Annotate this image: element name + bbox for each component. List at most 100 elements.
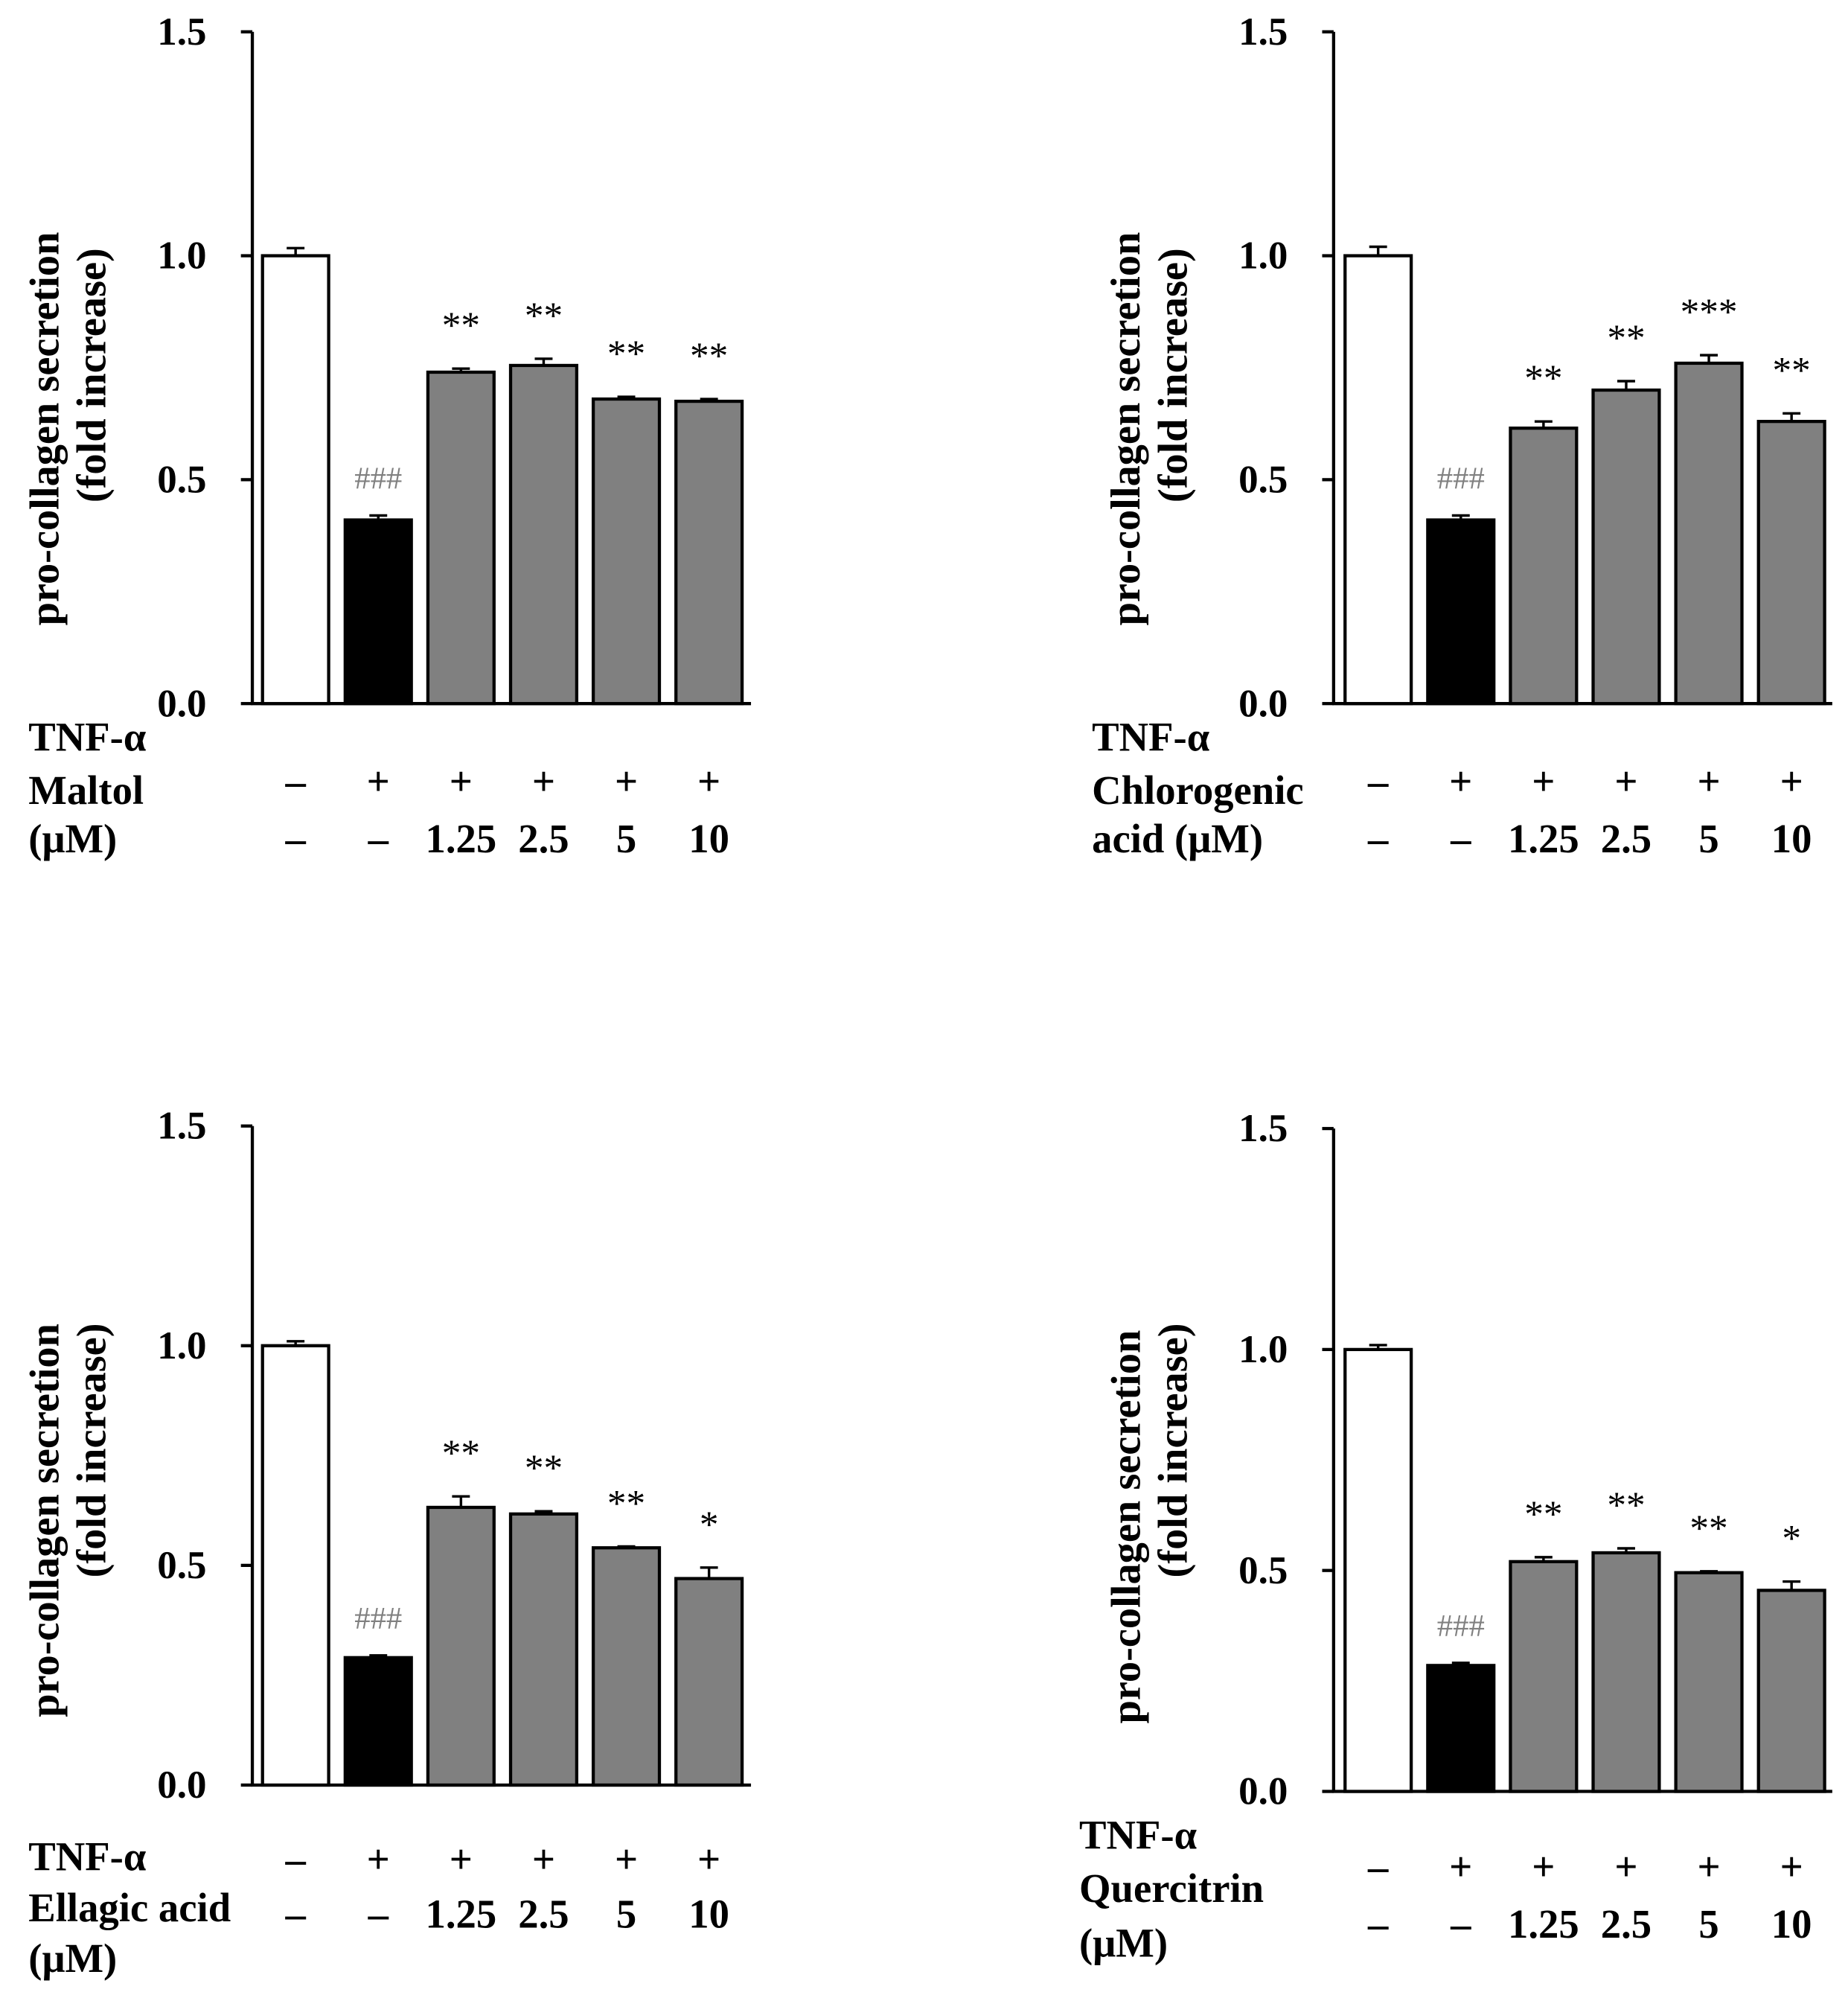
y-tick-label: 1.5 xyxy=(1238,1107,1288,1150)
significance-label: ** xyxy=(1607,1484,1645,1527)
significance-label: ** xyxy=(690,335,728,377)
dose-cell: 2.5 xyxy=(1601,816,1652,861)
dose-cell: – xyxy=(368,1891,389,1936)
y-tick-label: 0.5 xyxy=(1238,1549,1288,1592)
y-tick-label: 0.5 xyxy=(1238,458,1288,501)
tnf-alpha-cell: – xyxy=(1367,759,1389,804)
tnf-alpha-cell: – xyxy=(1367,1844,1389,1889)
bar-6 xyxy=(674,399,744,706)
tnf-alpha-cell: + xyxy=(1449,759,1472,804)
bar-4 xyxy=(508,1512,579,1787)
significance-label: ** xyxy=(1773,349,1811,392)
tnf-alpha-cell: + xyxy=(697,759,720,804)
chart-panel: 0.0 0.5 1.0 1.5 pro-collagen secretion (fold … xyxy=(1092,10,1832,861)
bar-5 xyxy=(591,397,662,706)
row-label: (μM) xyxy=(28,816,117,861)
row-label: TNF-α xyxy=(1092,714,1209,759)
bar-1 xyxy=(1343,254,1413,706)
y-tick-label: 1.0 xyxy=(157,1324,206,1367)
tnf-alpha-cell: + xyxy=(1614,1844,1637,1889)
y-axis-label: pro-collagen secretion xyxy=(22,1324,68,1717)
bar-5 xyxy=(1674,361,1744,706)
bar-4 xyxy=(508,363,579,706)
dose-cell: – xyxy=(1450,1901,1471,1947)
dose-cell: – xyxy=(1450,816,1471,861)
dose-cell: 5 xyxy=(1698,1901,1718,1947)
tnf-significance-label: ### xyxy=(354,462,402,497)
tnf-alpha-cell: + xyxy=(532,1836,555,1882)
tnf-significance-label: ### xyxy=(354,1601,402,1636)
y-tick-label: 1.0 xyxy=(1238,1328,1288,1371)
y-tick-label: 1.0 xyxy=(1238,234,1288,278)
significance-label: ** xyxy=(442,304,480,347)
dose-cell: – xyxy=(1367,1901,1389,1947)
y-tick-label: 0.5 xyxy=(157,1544,206,1587)
y-tick-label: 0.0 xyxy=(1238,1770,1288,1813)
tnf-alpha-cell: + xyxy=(1449,1844,1472,1889)
y-tick-label: 1.5 xyxy=(157,1105,206,1148)
y-tick-label: 0.5 xyxy=(157,458,206,501)
y-axis-label: (fold increase) xyxy=(1151,248,1197,502)
row-label: Quercitrin xyxy=(1079,1865,1264,1911)
chart-panel: 0.0 0.5 1.0 1.5 pro-collagen secretion (fold … xyxy=(22,1105,752,1981)
y-axis-label: (fold increase) xyxy=(1151,1324,1197,1578)
dose-cell: – xyxy=(284,816,306,861)
y-tick-label: 0.0 xyxy=(1238,682,1288,725)
tnf-alpha-cell: + xyxy=(1532,1844,1555,1889)
bar-1 xyxy=(1343,1347,1413,1793)
significance-label: ** xyxy=(1607,317,1645,360)
chart-panel: 0.0 0.5 1.0 1.5 pro-collagen secretion (fold … xyxy=(22,10,752,861)
dose-cell: 1.25 xyxy=(1508,1901,1579,1947)
dose-cell: 5 xyxy=(616,1891,636,1936)
dose-cell: – xyxy=(1367,816,1389,861)
dose-cell: 1.25 xyxy=(426,1891,497,1936)
significance-label: ** xyxy=(1524,357,1562,400)
row-label: acid (μM) xyxy=(1092,816,1263,861)
tnf-alpha-cell: + xyxy=(1780,1844,1803,1889)
bar-3 xyxy=(1509,427,1579,706)
dose-cell: 1.25 xyxy=(1508,816,1579,861)
dose-cell: – xyxy=(284,1891,306,1936)
tnf-alpha-cell: – xyxy=(284,1836,306,1882)
y-axis-label: (fold increase) xyxy=(69,1324,115,1578)
tnf-alpha-cell: + xyxy=(1780,759,1803,804)
row-label: Chlorogenic xyxy=(1092,767,1304,813)
significance-label: ** xyxy=(1524,1493,1562,1536)
chart-panel: 0.0 0.5 1.0 1.5 pro-collagen secretion (fold … xyxy=(1079,1107,1832,1966)
dose-cell: 2.5 xyxy=(518,816,569,861)
bar-6 xyxy=(1756,1589,1826,1793)
significance-label: * xyxy=(700,1504,719,1546)
bar-2 xyxy=(343,1656,413,1787)
y-axis-label: (fold increase) xyxy=(69,248,115,502)
dose-cell: – xyxy=(368,816,389,861)
row-label: TNF-α xyxy=(28,714,146,759)
dose-cell: 10 xyxy=(1771,1901,1812,1947)
bar-2 xyxy=(1426,1664,1496,1793)
bar-6 xyxy=(674,1577,744,1787)
y-tick-label: 0.0 xyxy=(157,682,206,725)
dose-cell: 2.5 xyxy=(518,1891,569,1936)
significance-label: * xyxy=(1782,1518,1801,1560)
tnf-alpha-cell: + xyxy=(1697,1844,1720,1889)
y-tick-label: 1.5 xyxy=(157,10,206,54)
bar-5 xyxy=(591,1546,662,1787)
tnf-alpha-cell: + xyxy=(697,1836,720,1882)
tnf-alpha-cell: + xyxy=(367,759,390,804)
tnf-alpha-cell: + xyxy=(1614,759,1637,804)
tnf-alpha-cell: + xyxy=(615,1836,638,1882)
dose-cell: 10 xyxy=(688,1891,729,1936)
dose-cell: 1.25 xyxy=(426,816,497,861)
y-axis-label: pro-collagen secretion xyxy=(22,232,68,626)
tnf-alpha-cell: + xyxy=(450,759,473,804)
tnf-significance-label: ### xyxy=(1437,1609,1485,1644)
row-label: (μM) xyxy=(1079,1921,1168,1966)
bar-3 xyxy=(426,1505,496,1787)
bar-3 xyxy=(1509,1560,1579,1793)
significance-label: ** xyxy=(1689,1507,1727,1550)
row-label: TNF-α xyxy=(28,1834,146,1880)
y-axis-label: pro-collagen secretion xyxy=(1103,1330,1149,1724)
tnf-significance-label: ### xyxy=(1437,462,1485,497)
y-tick-label: 1.5 xyxy=(1238,10,1288,54)
bar-4 xyxy=(1591,388,1661,706)
